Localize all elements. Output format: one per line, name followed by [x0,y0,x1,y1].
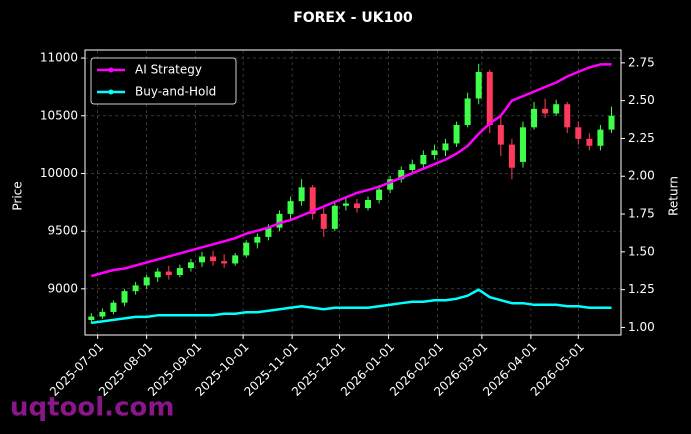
candle-body [376,189,383,200]
candle-body [232,255,239,264]
candle-body [154,271,161,278]
candle-body [298,187,305,202]
candle-body [564,104,571,128]
candle-body [387,179,394,190]
candle-body [431,150,438,155]
candle-body [553,104,560,114]
candle-body [320,213,327,229]
candle-body [199,256,206,263]
candle-body [265,227,272,237]
candle-body [508,144,515,168]
candle-body [542,108,549,114]
legend-marker [108,89,114,95]
legend-marker [108,67,114,73]
candle-body [276,213,283,228]
y-tick-label: 10000 [40,166,78,180]
y-tick-label: 9500 [47,224,78,238]
y-tick-label: 10500 [40,108,78,122]
candle-body [342,203,349,206]
candle-body [486,71,493,125]
candle-body [464,98,471,125]
candle-body [99,311,106,317]
candle-body [121,291,128,303]
candle-body [165,271,172,275]
candle-body [110,302,117,312]
line-series [90,63,612,278]
candle-body [398,170,405,180]
candle-body [475,71,482,99]
candle-body [132,285,139,292]
legend-label: Buy-and-Hold [135,85,216,99]
y2-tick-label: 2.75 [628,55,655,69]
y-tick-label: 11000 [40,51,78,65]
legend-box [90,57,237,105]
candle-body [442,143,449,151]
candle-body [531,108,538,128]
y2-tick-label: 1.75 [628,207,655,221]
candle-body [365,200,372,209]
candle-body [597,129,604,146]
candle-body [243,242,250,256]
candle-body [287,201,294,214]
candle-body [497,125,504,145]
candle-body [353,203,360,209]
y2-tick-label: 2.00 [628,169,655,183]
candle-body [453,125,460,144]
y-tick-label: 9000 [47,281,78,295]
y2-tick-label: 2.25 [628,131,655,145]
candle-body [221,261,228,264]
candle-body [143,277,150,286]
candle-body [88,316,95,320]
candle-body [586,138,593,146]
candle-body [409,164,416,170]
legend-label: AI Strategy [135,63,202,77]
candle-body [187,262,194,269]
candle-body [309,187,316,214]
y2-axis-label: Return [667,176,681,216]
line-series [91,288,612,325]
candle-body [575,127,582,139]
plot-frame [84,49,622,336]
candle-body [210,256,217,262]
candle-body [254,236,261,243]
y-axis-label: Price [11,181,25,210]
y2-tick-label: 2.50 [628,93,655,107]
candle-body [176,268,183,275]
y2-tick-label: 1.00 [628,320,655,334]
candle-body [331,205,338,229]
candle-body [608,115,615,130]
candle-body [519,127,526,162]
candle-body [420,155,427,165]
chart-title: FOREX - UK100 [293,10,413,26]
watermark: uqtool.com [10,393,174,423]
y2-tick-label: 1.50 [628,244,655,258]
y2-tick-label: 1.25 [628,282,655,296]
